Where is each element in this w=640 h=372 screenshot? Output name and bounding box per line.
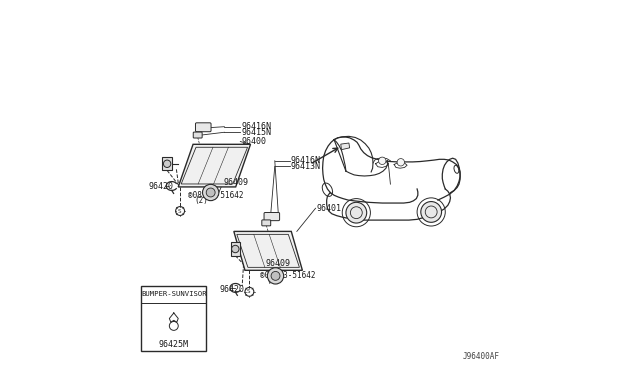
Text: S: S <box>178 209 181 214</box>
Text: 96425M: 96425M <box>159 340 189 349</box>
Text: ®08543-51642: ®08543-51642 <box>188 191 244 200</box>
Text: J96400AF: J96400AF <box>463 352 500 361</box>
Text: 96401: 96401 <box>316 204 341 213</box>
Circle shape <box>232 245 239 253</box>
Text: 96420: 96420 <box>148 182 174 191</box>
Circle shape <box>397 158 404 166</box>
Circle shape <box>346 202 367 223</box>
FancyBboxPatch shape <box>264 212 280 221</box>
Circle shape <box>175 206 184 215</box>
Circle shape <box>378 157 386 164</box>
Text: ®08543-51642: ®08543-51642 <box>260 271 316 280</box>
Circle shape <box>206 188 215 197</box>
Circle shape <box>245 287 254 296</box>
Polygon shape <box>163 157 172 170</box>
FancyBboxPatch shape <box>193 132 202 138</box>
Text: 96400: 96400 <box>241 137 266 146</box>
Text: 96409: 96409 <box>265 259 290 267</box>
Text: 96415N: 96415N <box>241 128 271 137</box>
Text: 96420: 96420 <box>219 285 244 294</box>
Circle shape <box>271 272 280 280</box>
Polygon shape <box>234 231 302 270</box>
Polygon shape <box>340 143 349 150</box>
Text: S: S <box>247 289 250 294</box>
FancyBboxPatch shape <box>195 123 211 132</box>
Circle shape <box>421 202 442 222</box>
Text: 96416N: 96416N <box>291 156 321 165</box>
Text: 96409: 96409 <box>223 178 249 187</box>
Text: 96416N: 96416N <box>241 122 271 131</box>
Polygon shape <box>179 144 250 187</box>
Text: (2): (2) <box>195 196 209 205</box>
Circle shape <box>163 160 171 167</box>
Circle shape <box>268 268 284 284</box>
Text: (2): (2) <box>267 276 280 285</box>
Polygon shape <box>231 242 240 256</box>
FancyBboxPatch shape <box>141 286 206 351</box>
Text: BUMPER-SUNVISOR: BUMPER-SUNVISOR <box>141 291 207 297</box>
Circle shape <box>202 185 219 201</box>
FancyBboxPatch shape <box>262 220 271 226</box>
Text: 96413N: 96413N <box>291 162 321 171</box>
